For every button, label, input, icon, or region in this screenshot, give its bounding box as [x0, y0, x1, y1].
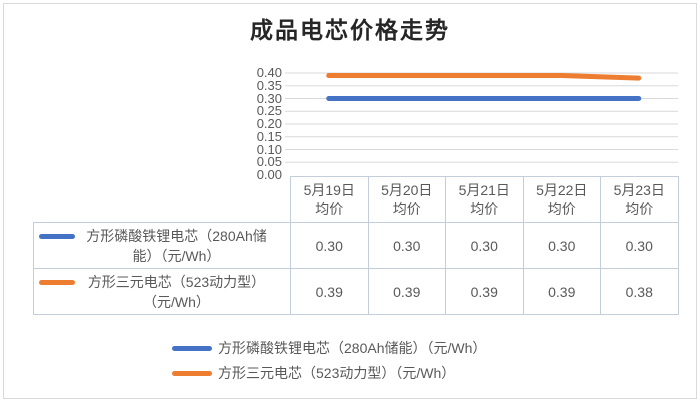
table-corner-cell: [34, 177, 291, 223]
cell-lfp-may20: 0.30: [367, 222, 446, 269]
cell-ncm-may19: 0.39: [290, 268, 369, 315]
lfp-series-key-icon: [39, 233, 75, 239]
y-axis-tick-label: 0.15: [256, 128, 282, 144]
row-label-text: 方形磷酸铁锂电芯（280Ah储能）（元/Wh）: [86, 227, 267, 264]
cell-ncm-may23: 0.38: [600, 268, 679, 315]
legend-label-ncm: 方形三元电芯（523动力型）（元/Wh）: [218, 365, 456, 381]
y-axis-tick-label: 0.30: [256, 90, 282, 106]
table-row-lfp: 方形磷酸铁锂电芯（280Ah储能）（元/Wh） 0.30 0.30 0.30 0…: [33, 222, 679, 269]
lfp-legend-line-icon: [172, 345, 212, 351]
row-label-lfp: 方形磷酸铁锂电芯（280Ah储能）（元/Wh）: [33, 222, 291, 269]
y-axis-tick-label: 0.00: [256, 167, 282, 182]
column-header-may19: 5月19日 均价: [290, 176, 369, 223]
legend-entry-lfp: 方形磷酸铁锂电芯（280Ah储能）（元/Wh）: [172, 339, 486, 357]
y-axis-tick-label: 0.05: [256, 154, 282, 170]
column-header-may21: 5月21日 均价: [445, 176, 524, 223]
column-header-may22: 5月22日 均价: [522, 176, 601, 223]
y-axis-tick-label: 0.10: [256, 141, 282, 157]
ncm-series-key-icon: [39, 279, 75, 285]
y-axis-tick-label: 0.20: [256, 116, 282, 131]
row-label-text: 方形三元电芯（523动力型）（元/Wh）: [87, 273, 266, 310]
chart-legend: 方形磷酸铁锂电芯（280Ah储能）（元/Wh） 方形三元电芯（523动力型）（元…: [172, 339, 486, 382]
cell-ncm-may22: 0.39: [522, 268, 601, 315]
cell-lfp-may22: 0.30: [522, 222, 601, 269]
cell-ncm-may21: 0.39: [445, 268, 524, 315]
cell-ncm-may20: 0.39: [367, 268, 446, 315]
y-axis-tick-label: 0.35: [256, 77, 282, 93]
table-header-row: 5月19日 均价 5月20日 均价 5月21日 均价 5月22日 均价 5月23…: [34, 176, 679, 223]
chart-title: 成品电芯价格走势: [250, 17, 450, 44]
column-header-may20: 5月20日 均价: [367, 176, 446, 223]
y-axis-tick-label: 0.40: [256, 65, 282, 80]
data-table: 5月19日 均价 5月20日 均价 5月21日 均价 5月22日 均价 5月23…: [33, 176, 679, 315]
cell-lfp-may21: 0.30: [445, 222, 524, 269]
table-row-ncm: 方形三元电芯（523动力型）（元/Wh） 0.39 0.39 0.39 0.39…: [33, 268, 679, 315]
legend-entry-ncm: 方形三元电芯（523动力型）（元/Wh）: [172, 364, 455, 382]
y-axis-tick-label: 0.25: [256, 103, 282, 119]
ncm-legend-line-icon: [172, 370, 212, 376]
series-line-1: [326, 73, 642, 81]
row-label-ncm: 方形三元电芯（523动力型）（元/Wh）: [33, 268, 291, 315]
cell-lfp-may23: 0.30: [600, 222, 679, 269]
legend-label-lfp: 方形磷酸铁锂电芯（280Ah储能）（元/Wh）: [218, 340, 487, 356]
cell-lfp-may19: 0.30: [290, 222, 369, 269]
column-header-may23: 5月23日 均价: [600, 176, 679, 223]
